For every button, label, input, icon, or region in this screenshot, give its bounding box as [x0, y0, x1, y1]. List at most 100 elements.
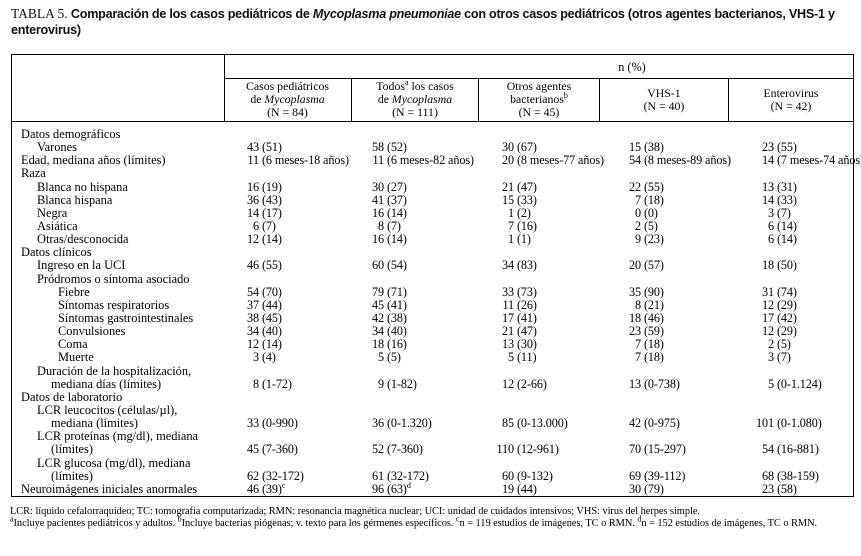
- value-number: 12: [247, 337, 259, 352]
- value-percent: (7): [384, 218, 401, 233]
- footnote-segment: n = 119 estudios de imágenes, TC o RMN.: [459, 517, 638, 529]
- value-percent: (0-1.080): [774, 416, 822, 431]
- value-number: 1: [508, 232, 514, 247]
- value-number: 42: [629, 416, 641, 431]
- value-cell: 33 (0-990): [233, 416, 298, 430]
- value-number: 30: [629, 481, 641, 496]
- footnote-segment: c: [455, 514, 460, 524]
- value-percent: (26): [514, 297, 537, 312]
- value-number: 3: [768, 205, 774, 220]
- value-cell: 1 (1): [488, 232, 531, 247]
- header-divider-bottom: [12, 121, 853, 122]
- value-number: 13: [762, 179, 774, 194]
- value-percent: (21): [641, 297, 664, 312]
- column-header-segment: Todos: [376, 79, 405, 94]
- footnote-segment: Incluye pacientes pediátricos y adultos.: [13, 517, 178, 529]
- value-percent: (7-360): [384, 442, 423, 457]
- value-cell: 16 (19): [233, 180, 282, 194]
- value-number: 46: [247, 258, 259, 273]
- value-number: 12: [762, 324, 774, 339]
- value-percent: (90): [641, 284, 664, 299]
- value-percent: (0-1.320): [384, 416, 432, 431]
- table-row: Datos clínicos: [12, 246, 853, 259]
- value-cell: 34 (83): [488, 259, 537, 272]
- value-number: 14: [762, 153, 774, 168]
- column-header-segment: b: [563, 91, 568, 101]
- value-number: 8: [253, 376, 259, 391]
- value-number: 33: [502, 284, 514, 299]
- row-label-continuation: (límites): [51, 442, 93, 457]
- value-percent: (31): [774, 179, 797, 194]
- title-segment: con otros casos pediátricos (otros agent…: [11, 7, 835, 37]
- value-cell: 60 (9-132): [488, 469, 553, 483]
- value-number: 7: [508, 218, 514, 233]
- value-number: 11: [372, 153, 384, 168]
- table-row: Ingreso en la UCI 46 (55) 60 (54) 34 (83) 20…: [12, 259, 853, 272]
- value-cell: 8 (1-72): [233, 376, 292, 391]
- title-segment: TABLA 5.: [11, 6, 68, 21]
- value-percent: (15-297): [641, 442, 686, 457]
- value-cell: 1 (2): [488, 205, 531, 220]
- table-row: Convulsiones 34 (40) 34 (40) 21 (47) 23 (59)…: [12, 324, 853, 339]
- value-cell: 5 (0-1.124): [748, 377, 822, 391]
- column-header-segment: Casos pediátricos: [246, 79, 329, 94]
- value-percent: (83): [514, 258, 537, 273]
- value-percent: (73): [514, 284, 537, 299]
- value-cell: 18 (46): [615, 311, 664, 325]
- value-cell: 54 (70): [233, 284, 282, 299]
- value-number: 1: [508, 205, 514, 220]
- value-cell: 96 (63)d: [358, 480, 411, 496]
- footnote-segment: b: [177, 514, 182, 524]
- value-superscript: d: [406, 480, 411, 490]
- value-number: 85: [502, 416, 514, 431]
- value-percent: (2-66): [514, 376, 547, 391]
- value-cell: 85 (0-13.000): [488, 416, 568, 431]
- value-number: 7: [635, 337, 641, 352]
- value-percent: (55): [774, 140, 797, 155]
- value-number: 11: [502, 297, 514, 312]
- value-percent: (5): [641, 218, 658, 233]
- value-cell: 23 (59): [615, 324, 664, 338]
- value-cell: 13 (0-738): [615, 377, 680, 391]
- value-cell: 61 (32-172): [358, 469, 429, 483]
- row-label: Muerte: [58, 350, 94, 365]
- value-number: 12: [502, 376, 514, 391]
- value-percent: (18): [641, 337, 664, 352]
- value-cell: 31 (74): [748, 285, 797, 299]
- value-percent: (0-975): [641, 416, 680, 431]
- value-cell: 20 (57): [615, 259, 664, 272]
- value-percent: (17): [259, 205, 282, 220]
- value-percent: (70): [259, 284, 282, 299]
- value-percent: (39): [259, 481, 282, 496]
- value-percent: (14): [259, 232, 282, 247]
- table-row: Muerte 3 (4) 5 (5) 5 (11) 7 (18) 3 (7): [12, 351, 853, 364]
- row-label: Varones: [37, 140, 77, 155]
- value-percent: (12-961): [514, 442, 559, 457]
- value-cell: 6 (7): [233, 219, 276, 233]
- value-cell: 62 (32-172): [233, 469, 304, 483]
- value-percent: (14): [774, 218, 797, 233]
- column-header-segment: (N = 42): [770, 98, 812, 113]
- column-header-segment: (N = 45): [518, 104, 560, 119]
- table-row: Asiática 6 (7) 8 (7) 7 (16) 2 (5) 6 (14): [12, 218, 853, 233]
- table-row: Fiebre 54 (70) 79 (71) 33 (73) 35 (90) 31 (74…: [12, 284, 853, 299]
- value-percent: (14): [774, 232, 797, 247]
- value-percent: (7-360): [259, 442, 298, 457]
- value-number: 9: [635, 232, 641, 247]
- value-cell: 5 (5): [358, 351, 401, 364]
- table-row: Coma 12 (14) 18 (16) 13 (30) 7 (18) 2 (5): [12, 338, 853, 351]
- value-cell: 11 (26): [488, 297, 537, 312]
- table-row: Pródromos o síntoma asociado: [12, 272, 853, 286]
- value-cell: 41 (37): [358, 193, 407, 207]
- value-percent: (67): [514, 140, 537, 155]
- value-number: 7: [635, 192, 641, 207]
- column-header-segment: de: [377, 92, 392, 107]
- value-cell: 42 (38): [358, 311, 407, 325]
- footnote-segment: LCR: líquido cefalorraquídeo; TC: tomogr…: [10, 506, 700, 517]
- row-label-continuation: mediana (límites): [51, 416, 139, 431]
- value-cell: 52 (7-360): [358, 443, 423, 456]
- value-number: 20: [629, 258, 641, 273]
- value-cell: 35 (90): [615, 284, 664, 299]
- title-segment: Comparación de los casos pediátricos de: [67, 7, 313, 21]
- value-number: 46: [247, 481, 259, 496]
